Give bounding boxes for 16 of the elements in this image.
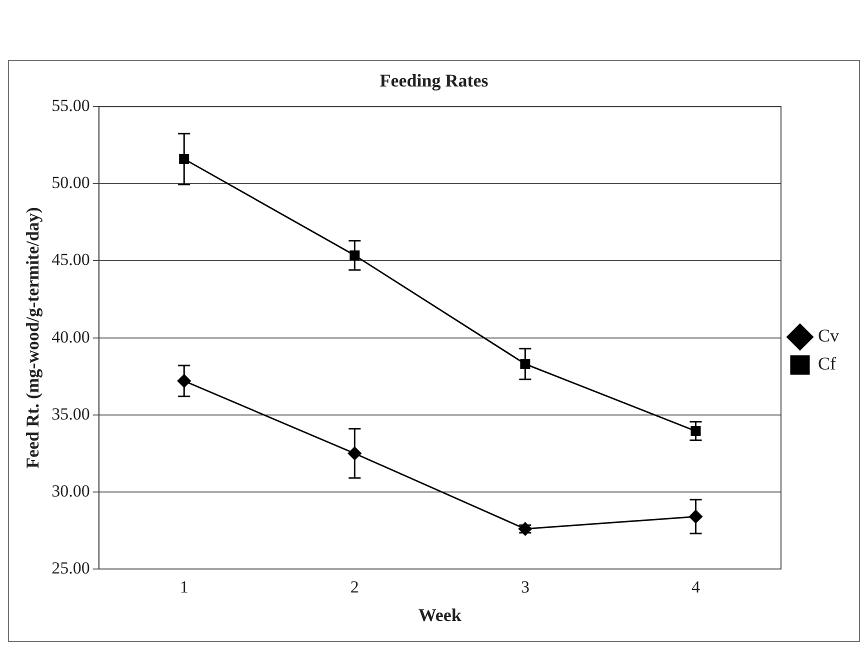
x-tick-label: 1	[180, 578, 188, 597]
x-axis-title: Week	[418, 604, 462, 625]
y-tick-label: 25.00	[52, 558, 90, 578]
y-tick-label: 45.00	[52, 250, 90, 270]
x-tick-label: 2	[350, 578, 359, 597]
y-tick-label: 35.00	[52, 404, 90, 424]
x-tick-label: 3	[520, 578, 530, 597]
y-tick-label: 30.00	[52, 481, 90, 500]
legend-label: Cv	[818, 326, 840, 346]
legend-label: Cf	[818, 354, 836, 374]
y-tick-label: 50.00	[52, 173, 90, 192]
chart-title: Feeding Rates	[380, 70, 488, 90]
x-tick-label: 4	[691, 578, 700, 597]
y-tick-label: 40.00	[52, 327, 90, 346]
y-axis-title: Feed Rt. (mg-wood/g-termite/day)	[22, 207, 42, 469]
y-tick-label: 55.00	[52, 96, 90, 116]
